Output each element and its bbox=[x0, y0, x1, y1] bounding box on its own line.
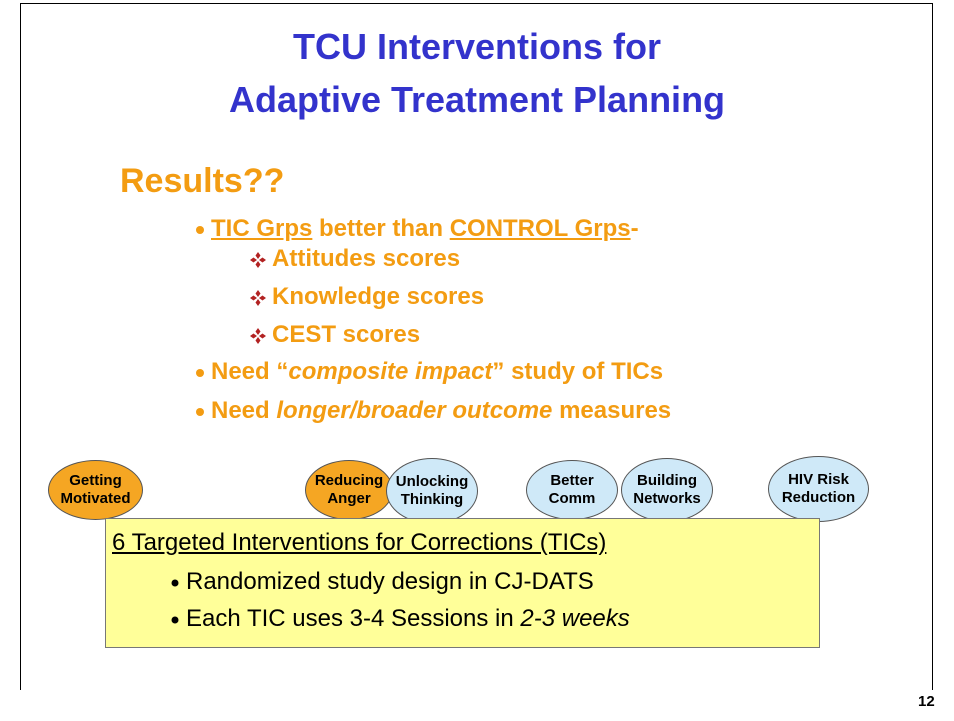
oval-label: Getting Motivated bbox=[60, 472, 130, 508]
text-run: Need bbox=[211, 397, 277, 424]
text-run: Attitudes scores bbox=[272, 245, 461, 272]
oval-label-line: Anger bbox=[327, 490, 371, 507]
oval-label-line: Reducing bbox=[314, 472, 384, 489]
bullet-dot bbox=[196, 407, 204, 416]
text-run: ” study of TICs bbox=[492, 358, 664, 385]
intervention-oval: Building Networks bbox=[621, 458, 713, 522]
oval-label-line: Getting bbox=[69, 472, 122, 489]
title-line: TCU Interventions for bbox=[292, 26, 661, 67]
intervention-oval: Better Comm bbox=[526, 460, 618, 520]
text-run: 2-3 weeks bbox=[520, 605, 630, 632]
text-run: 6 Targeted Interventions for Corrections… bbox=[112, 529, 607, 556]
text-run: composite impact bbox=[288, 358, 493, 385]
oval-label-line: Motivated bbox=[60, 490, 131, 507]
diamond-bullet bbox=[250, 251, 266, 268]
slide-frame bbox=[20, 3, 933, 690]
box-heading: 6 Targeted Interventions for Corrections… bbox=[112, 529, 606, 557]
sub-bullet: CEST scores bbox=[250, 321, 420, 349]
text-run: Randomized study design in CJ-DATS bbox=[186, 568, 594, 595]
bullet-dot bbox=[196, 368, 204, 377]
sub-bullet: Knowledge scores bbox=[250, 283, 484, 311]
oval-label-line: Reduction bbox=[781, 489, 856, 506]
bullet: Need “composite impact” study of TICs bbox=[195, 358, 663, 386]
oval-label: Building Networks bbox=[633, 472, 701, 508]
oval-label-line: HIV Risk bbox=[788, 471, 849, 488]
box-item: Randomized study design in CJ-DATS bbox=[170, 568, 594, 596]
title-line: Adaptive Treatment Planning bbox=[228, 79, 726, 120]
intervention-oval: HIV Risk Reduction bbox=[768, 456, 869, 522]
intervention-oval: Getting Motivated bbox=[48, 460, 143, 520]
page-number: 12 bbox=[918, 693, 935, 710]
text-run: CEST scores bbox=[272, 321, 421, 348]
text-run: Knowledge scores bbox=[272, 283, 485, 310]
sub-bullet: Attitudes scores bbox=[250, 245, 460, 273]
text-run: CONTROL Grps bbox=[449, 215, 631, 242]
oval-label: HIV Risk Reduction bbox=[782, 471, 855, 507]
oval-label-line: Unlocking bbox=[395, 473, 469, 490]
intervention-oval: Reducing Anger bbox=[305, 460, 393, 520]
text-run: measures bbox=[552, 397, 672, 424]
oval-label-line: Better bbox=[550, 472, 594, 489]
bullet-dot bbox=[171, 579, 179, 587]
oval-label: Unlocking Thinking bbox=[396, 473, 469, 509]
text-run: TIC Grps bbox=[211, 215, 313, 242]
text-run: better than bbox=[312, 215, 450, 242]
box-item: Each TIC uses 3-4 Sessions in 2-3 weeks bbox=[170, 605, 630, 633]
text-run: Need “ bbox=[211, 358, 289, 385]
bullet: TIC Grps better than CONTROL Grps- bbox=[195, 215, 639, 243]
info-box bbox=[105, 518, 820, 648]
oval-label-line: Building bbox=[637, 472, 697, 489]
bullet: Need longer/broader outcome measures bbox=[195, 397, 671, 425]
text-run: longer/broader outcome bbox=[276, 397, 553, 424]
oval-label-line: Networks bbox=[633, 490, 701, 507]
bullet-dot bbox=[171, 616, 179, 624]
oval-label: Reducing Anger bbox=[315, 472, 383, 508]
text-run: - bbox=[630, 215, 639, 242]
diamond-bullet bbox=[250, 327, 266, 344]
text-run: Each TIC uses 3-4 Sessions in bbox=[186, 605, 521, 632]
oval-label: Better Comm bbox=[549, 472, 596, 508]
heading: Results?? bbox=[120, 162, 285, 200]
diamond-bullet bbox=[250, 289, 266, 306]
oval-label-line: Thinking bbox=[400, 491, 464, 508]
bullet-dot bbox=[196, 225, 204, 234]
intervention-oval: Unlocking Thinking bbox=[386, 458, 478, 524]
oval-label-line: Comm bbox=[548, 490, 596, 507]
